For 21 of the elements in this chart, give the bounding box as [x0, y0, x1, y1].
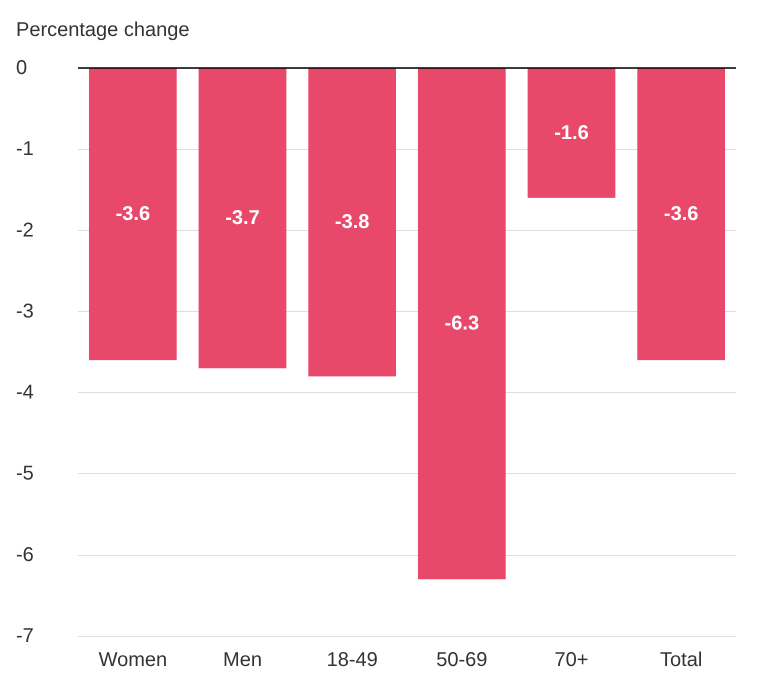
y-tick-label: -3 — [16, 300, 34, 322]
data-label: -3.7 — [225, 207, 260, 230]
y-tick-label: -4 — [16, 382, 34, 404]
y-axis-title: Percentage change — [16, 19, 190, 41]
x-tick-label: Women — [98, 649, 168, 671]
x-tick-label: 70+ — [554, 649, 588, 671]
data-label: -3.6 — [116, 203, 150, 226]
data-label: -3.6 — [664, 203, 698, 226]
data-label: -6.3 — [444, 312, 480, 335]
y-tick-label: -7 — [16, 625, 34, 647]
y-tick-label: -5 — [16, 462, 34, 485]
y-tick-label: -2 — [16, 219, 34, 242]
y-tick-label: 0 — [16, 57, 28, 79]
x-tick-label: Total — [660, 649, 702, 671]
y-tick-label: -6 — [16, 544, 34, 566]
x-tick-label: Men — [223, 649, 262, 671]
x-tick-label: 50-69 — [436, 649, 488, 671]
y-tick-label: -1 — [16, 138, 34, 160]
data-label: -3.8 — [334, 211, 370, 234]
x-tick-label: 18-49 — [326, 649, 378, 671]
data-label: -1.6 — [554, 122, 589, 144]
